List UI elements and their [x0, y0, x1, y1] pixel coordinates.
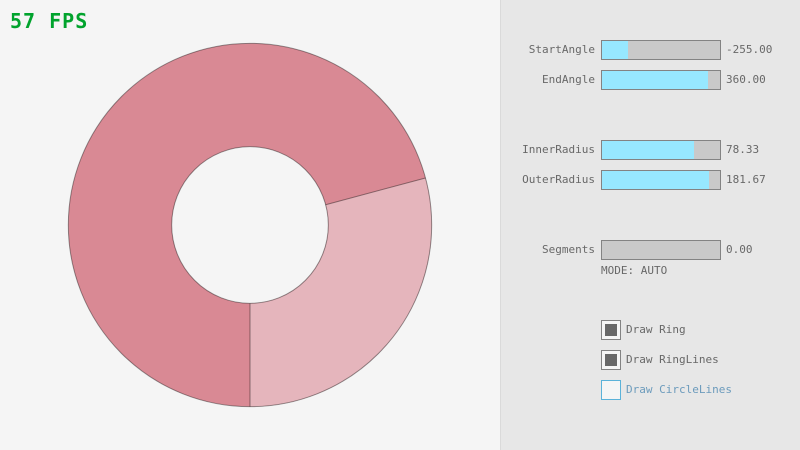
fps-counter: 57 FPS: [10, 9, 89, 33]
slider-row-segments: Segments 0.00: [501, 240, 800, 260]
draw-ringlines-label: Draw RingLines: [626, 353, 719, 366]
endangle-label: EndAngle: [542, 73, 595, 86]
draw-ring-checkbox[interactable]: [601, 320, 621, 340]
draw-circlelines-label: Draw CircleLines: [626, 383, 732, 396]
innerradius-slider-fill: [602, 141, 695, 159]
innerradius-slider[interactable]: [601, 140, 721, 160]
slider-row-innerradius: InnerRadius 78.33: [501, 140, 800, 160]
checkbox-row-draw-ringlines: Draw RingLines: [501, 350, 800, 370]
innerradius-label: InnerRadius: [522, 143, 595, 156]
slider-row-endangle: EndAngle 360.00: [501, 70, 800, 90]
draw-ring-label: Draw Ring: [626, 323, 686, 336]
segments-slider[interactable]: [601, 240, 721, 260]
segments-value: 0.00: [726, 243, 753, 256]
outerradius-slider-fill: [602, 171, 710, 189]
endangle-value: 360.00: [726, 73, 766, 86]
outerradius-label: OuterRadius: [522, 173, 595, 186]
ring-single-pass-sector: [250, 177, 432, 407]
slider-row-startangle: StartAngle -255.00: [501, 40, 800, 60]
checkmark-fill: [605, 354, 617, 366]
outerradius-value: 181.67: [726, 173, 766, 186]
startangle-value: -255.00: [726, 43, 773, 56]
mode-text: MODE: AUTO: [601, 264, 668, 277]
innerradius-value: 78.33: [726, 143, 760, 156]
settings-panel: StartAngle -255.00 EndAngle 360.00 Inner…: [500, 0, 800, 450]
ring-inner-outline: [171, 146, 329, 304]
startangle-label: StartAngle: [528, 43, 595, 56]
checkbox-row-draw-circlelines: Draw CircleLines: [501, 380, 800, 400]
outerradius-slider[interactable]: [601, 170, 721, 190]
segments-label: Segments: [542, 243, 595, 256]
ring-canvas: [67, 42, 433, 408]
checkbox-row-draw-ring: Draw Ring: [501, 320, 800, 340]
endangle-slider-fill: [602, 71, 709, 89]
endangle-slider[interactable]: [601, 70, 721, 90]
draw-ringlines-checkbox[interactable]: [601, 350, 621, 370]
slider-row-outerradius: OuterRadius 181.67: [501, 170, 800, 190]
checkmark-fill: [605, 324, 617, 336]
ring-outer-outline: [67, 42, 433, 408]
startangle-slider[interactable]: [601, 40, 721, 60]
ring-radial-line: [325, 177, 426, 206]
draw-circlelines-checkbox[interactable]: [601, 380, 621, 400]
startangle-slider-fill: [602, 41, 628, 59]
